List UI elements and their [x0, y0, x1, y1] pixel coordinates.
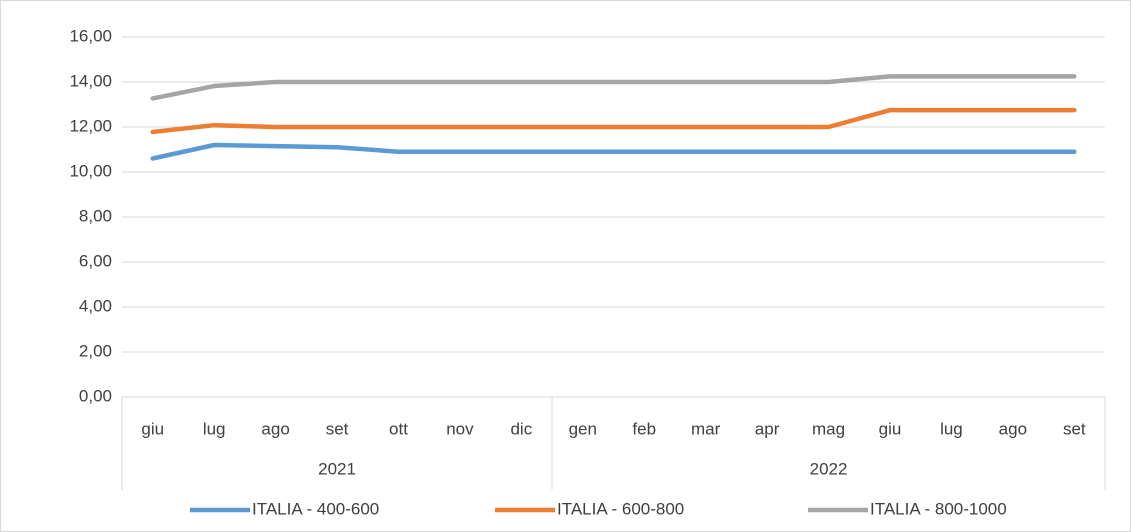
x-tick-label: mar — [691, 419, 721, 438]
x-tick-label: ott — [389, 419, 408, 438]
x-tick-label: set — [1063, 419, 1086, 438]
x-tick-label: apr — [755, 419, 780, 438]
x-tick-label: lug — [203, 419, 226, 438]
legend-label: ITALIA - 600-800 — [557, 499, 684, 518]
y-tick-label: 16,00 — [69, 26, 112, 45]
group-label: 2021 — [318, 459, 356, 478]
x-tick-label: dic — [510, 419, 532, 438]
x-tick-label: set — [326, 419, 349, 438]
y-tick-label: 6,00 — [79, 251, 112, 270]
x-tick-label: ago — [261, 419, 289, 438]
y-tick-label: 2,00 — [79, 341, 112, 360]
x-tick-label: lug — [940, 419, 963, 438]
y-tick-label: 10,00 — [69, 161, 112, 180]
x-tick-label: gen — [569, 419, 597, 438]
x-tick-label: feb — [632, 419, 656, 438]
y-tick-label: 8,00 — [79, 206, 112, 225]
series-line — [150, 74, 1077, 101]
series-line — [150, 142, 1077, 161]
y-tick-label: 4,00 — [79, 296, 112, 315]
y-tick-label: 0,00 — [79, 386, 112, 405]
group-label: 2022 — [810, 459, 848, 478]
x-tick-label: nov — [446, 419, 474, 438]
x-tick-label: giu — [879, 419, 902, 438]
x-tick-label: mag — [812, 419, 845, 438]
y-tick-label: 12,00 — [69, 116, 112, 135]
legend-label: ITALIA - 400-600 — [252, 499, 379, 518]
x-tick-label: ago — [999, 419, 1027, 438]
legend-label: ITALIA - 800-1000 — [870, 499, 1007, 518]
y-tick-label: 14,00 — [69, 71, 112, 90]
x-tick-label: giu — [141, 419, 164, 438]
series-line — [150, 107, 1077, 135]
